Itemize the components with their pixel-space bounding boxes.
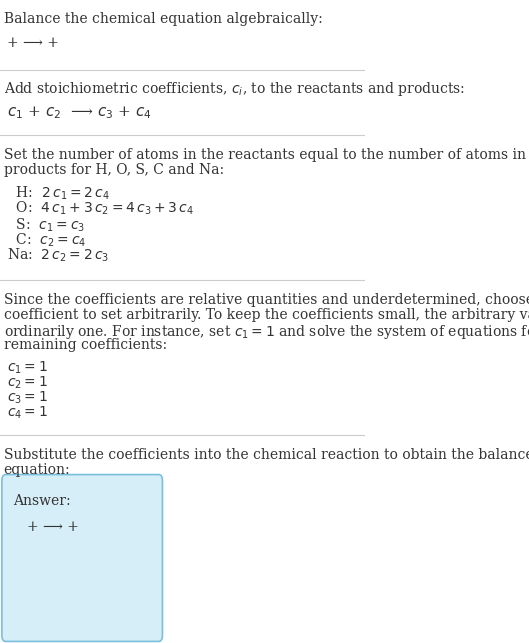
Text: $c_3 = 1$: $c_3 = 1$ xyxy=(7,390,48,406)
Text: Na:  $2\,c_2 = 2\,c_3$: Na: $2\,c_2 = 2\,c_3$ xyxy=(7,247,110,264)
Text: + ⟶ +: + ⟶ + xyxy=(28,520,79,534)
Text: coefficient to set arbitrarily. To keep the coefficients small, the arbitrary va: coefficient to set arbitrarily. To keep … xyxy=(4,308,529,322)
Text: C:  $c_2 = c_4$: C: $c_2 = c_4$ xyxy=(7,232,87,249)
Text: Balance the chemical equation algebraically:: Balance the chemical equation algebraica… xyxy=(4,12,322,26)
Text: equation:: equation: xyxy=(4,463,70,477)
Text: $c_1$ + $c_2$  ⟶ $c_3$ + $c_4$: $c_1$ + $c_2$ ⟶ $c_3$ + $c_4$ xyxy=(7,104,152,121)
Text: O:  $4\,c_1 + 3\,c_2 = 4\,c_3 + 3\,c_4$: O: $4\,c_1 + 3\,c_2 = 4\,c_3 + 3\,c_4$ xyxy=(7,200,194,217)
Text: Set the number of atoms in the reactants equal to the number of atoms in the: Set the number of atoms in the reactants… xyxy=(4,148,529,162)
Text: $c_4 = 1$: $c_4 = 1$ xyxy=(7,405,48,421)
FancyBboxPatch shape xyxy=(2,475,162,642)
Text: $c_1 = 1$: $c_1 = 1$ xyxy=(7,360,48,376)
Text: H:  $2\,c_1 = 2\,c_4$: H: $2\,c_1 = 2\,c_4$ xyxy=(7,185,111,203)
Text: Substitute the coefficients into the chemical reaction to obtain the balanced: Substitute the coefficients into the che… xyxy=(4,448,529,462)
Text: Answer:: Answer: xyxy=(13,494,70,508)
Text: products for H, O, S, C and Na:: products for H, O, S, C and Na: xyxy=(4,163,224,177)
Text: ordinarily one. For instance, set $c_1 = 1$ and solve the system of equations fo: ordinarily one. For instance, set $c_1 =… xyxy=(4,323,529,341)
Text: S:  $c_1 = c_3$: S: $c_1 = c_3$ xyxy=(7,217,85,235)
Text: remaining coefficients:: remaining coefficients: xyxy=(4,338,167,352)
Text: + ⟶ +: + ⟶ + xyxy=(7,36,59,50)
Text: Since the coefficients are relative quantities and underdetermined, choose a: Since the coefficients are relative quan… xyxy=(4,293,529,307)
Text: $c_2 = 1$: $c_2 = 1$ xyxy=(7,375,48,392)
Text: Add stoichiometric coefficients, $c_i$, to the reactants and products:: Add stoichiometric coefficients, $c_i$, … xyxy=(4,80,464,98)
